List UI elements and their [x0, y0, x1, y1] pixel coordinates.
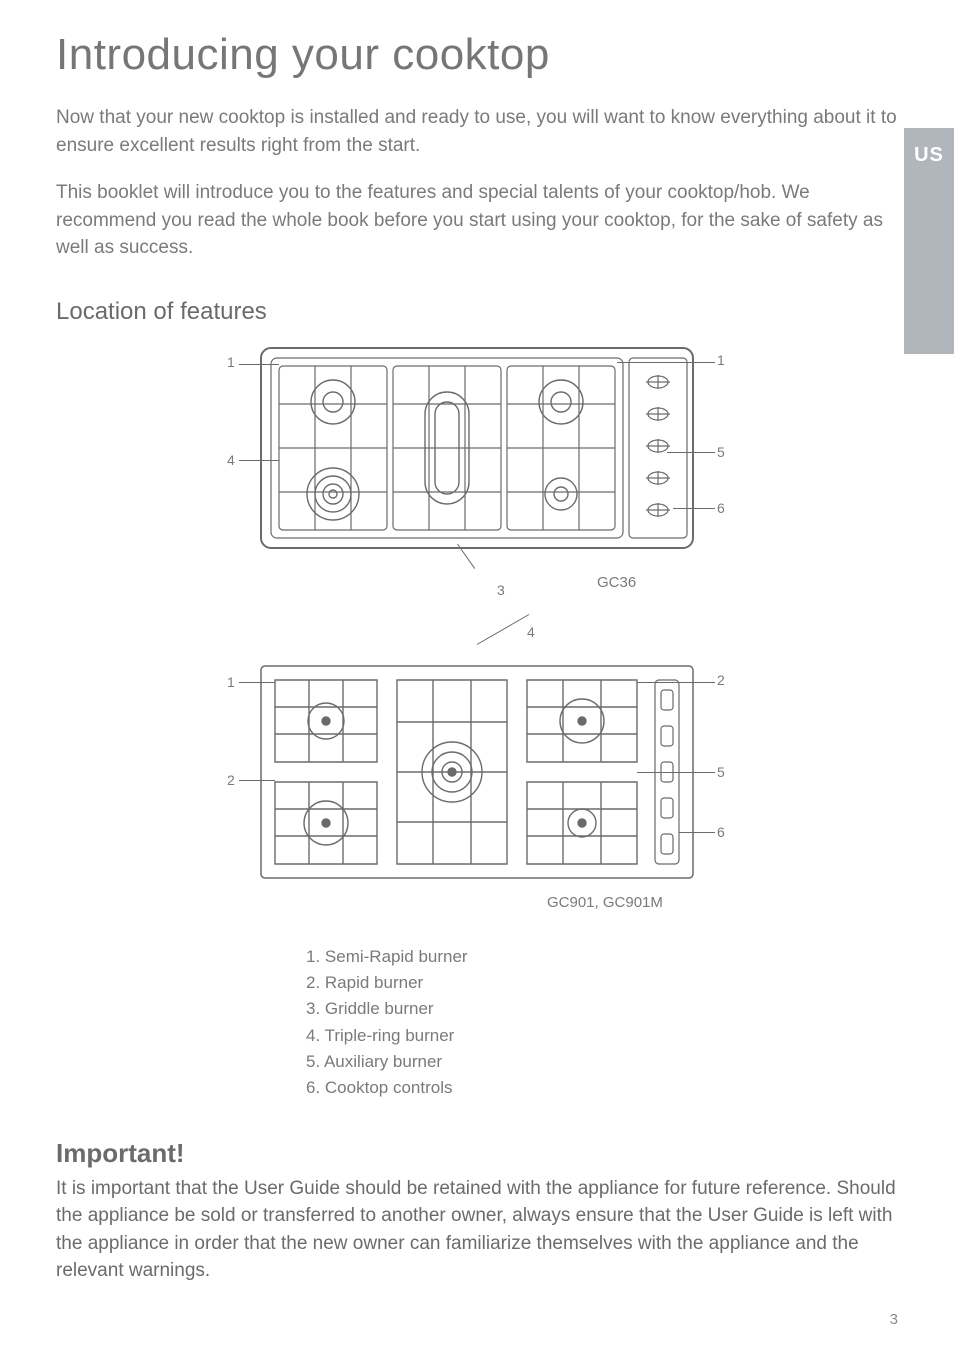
- legend-item: Semi-Rapid burner: [306, 944, 468, 970]
- legend-item: Griddle burner: [306, 996, 468, 1022]
- callout-5: 5: [717, 444, 725, 460]
- legend-item: Cooktop controls: [306, 1075, 468, 1101]
- section-heading: Location of features: [56, 298, 898, 326]
- callout-3: 3: [497, 582, 505, 598]
- page-title: Introducing your cooktop: [56, 30, 898, 80]
- important-body: It is important that the User Guide shou…: [56, 1175, 898, 1285]
- intro-paragraph-1: Now that your new cooktop is installed a…: [56, 104, 898, 159]
- callout-1: 1: [227, 674, 235, 690]
- model-label-gc901: GC901, GC901M: [547, 894, 663, 911]
- legend-item: Triple-ring burner: [306, 1023, 468, 1049]
- callout-6: 6: [717, 824, 725, 840]
- cooktop-illustration-gc901: [257, 662, 697, 882]
- legend-item: Auxiliary burner: [306, 1049, 468, 1075]
- callout-4: 4: [227, 452, 235, 468]
- callout-1-left: 1: [227, 354, 235, 370]
- diagram-gc901: 4: [197, 624, 757, 914]
- callout-5: 5: [717, 764, 725, 780]
- diagrams-container: 1 1 4 5 6 3 GC36 4: [56, 344, 898, 1102]
- legend-item: Rapid burner: [306, 970, 468, 996]
- important-heading: Important!: [56, 1138, 898, 1169]
- region-tab: US: [904, 128, 954, 354]
- callout-6: 6: [717, 500, 725, 516]
- feature-legend: Semi-Rapid burner Rapid burner Griddle b…: [306, 944, 468, 1102]
- cooktop-illustration-gc36: [257, 344, 697, 564]
- diagram-gc36: 1 1 4 5 6 3 GC36: [197, 344, 757, 604]
- model-label-gc36: GC36: [597, 574, 636, 591]
- callout-1-right: 1: [717, 352, 725, 368]
- callout-2-right: 2: [717, 672, 725, 688]
- page-number: 3: [890, 1311, 898, 1328]
- intro-paragraph-2: This booklet will introduce you to the f…: [56, 179, 898, 262]
- callout-4-top: 4: [527, 624, 535, 640]
- page-content: Introducing your cooktop Now that your n…: [0, 0, 954, 1315]
- callout-2-left: 2: [227, 772, 235, 788]
